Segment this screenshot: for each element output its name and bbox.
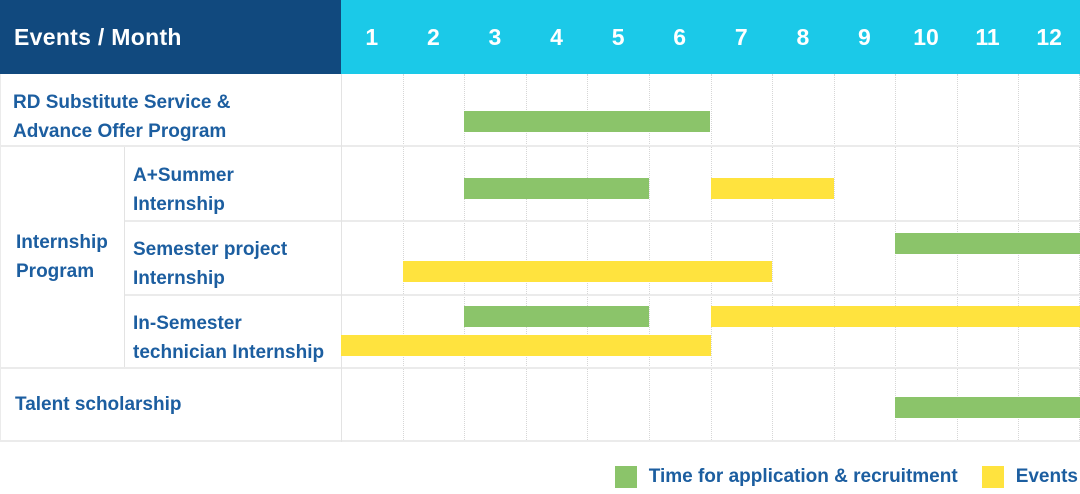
row-label-line: A+Summer [133,165,234,186]
row-label-in-semester-technician: In-Semester technician Internship [124,296,340,366]
legend-label-application-recruitment: Time for application & recruitment [648,466,958,487]
bar-yellow-row4-months-7-to-12 [710,306,1080,327]
bar-green-row3-months-10-to-12 [895,233,1080,254]
month-header-9: 9 [858,23,871,50]
month-header-strip: 1 2 3 4 5 6 7 8 9 10 11 12 [341,0,1080,74]
row-label-line: In-Semester [133,313,242,334]
month-header-11: 11 [975,23,1000,50]
bar-yellow-row2-months-7-to-8 [710,178,834,199]
bar-green-row1-months-3-to-6 [464,111,711,132]
row-label-line: Internship [133,194,225,215]
row-divider [0,367,1080,369]
bar-green-row5-months-10-to-12 [895,397,1080,418]
row-label-a-plus-summer: A+Summer Internship [124,148,340,219]
row-divider [124,294,1080,296]
month-header-2: 2 [426,23,440,50]
legend: Time for application & recruitment Event… [614,466,1078,488]
row-label-talent-scholarship: Talent scholarship [0,369,340,439]
row-label-line: Talent scholarship [15,393,182,415]
row-divider [124,220,1080,222]
group-column-divider [124,147,125,367]
month-gridline [956,74,958,442]
month-header-1: 1 [365,23,379,50]
month-gridline [464,74,466,442]
row-label-line: RD Substitute Service & [13,92,231,113]
row-label-semester-project: Semester project Internship [124,222,340,293]
group-label-internship-program: Internship Program [0,148,123,366]
row-label-line: Semester project [133,239,288,260]
group-label-line: Internship [16,232,108,253]
row-label-rd-substitute: RD Substitute Service & Advance Offer Pr… [0,75,340,146]
month-gridline [1018,74,1020,442]
row-label-line: technician Internship [133,342,325,363]
month-gridline [772,74,774,442]
row-label-line: Internship [133,268,225,289]
month-gridline [402,74,404,442]
month-header-4: 4 [550,23,563,50]
month-header-5: 5 [611,23,625,50]
month-gridline [587,74,589,442]
label-chart-divider [341,74,342,442]
legend-label-events: Events [1015,466,1078,487]
row-label-line: Advance Offer Program [13,121,227,142]
legend-swatch-events [981,466,1004,488]
month-header-10: 10 [913,23,939,50]
month-gridline [833,74,835,442]
month-header-3: 3 [488,23,502,50]
bar-yellow-row4-months-1-to-6 [341,335,711,356]
month-gridline [525,74,527,442]
month-header-7: 7 [734,23,748,50]
events-month-header: Events / Month [0,0,341,74]
month-header-12: 12 [1036,23,1062,50]
month-gridline [710,74,712,442]
month-header-8: 8 [796,23,810,50]
month-gridline [648,74,650,442]
month-gridline [1078,74,1080,442]
table-left-border [0,74,1,442]
month-gridline [895,74,897,442]
row-divider [0,145,1080,147]
bar-green-row2-months-3-to-5 [464,178,649,199]
table-bottom-border [0,440,1080,442]
bar-yellow-row3-months-2-to-7 [402,261,773,282]
bar-green-row4-months-3-to-5 [464,306,649,327]
legend-swatch-application-recruitment [614,466,637,488]
month-header-6: 6 [673,23,687,50]
group-label-line: Program [16,261,95,282]
